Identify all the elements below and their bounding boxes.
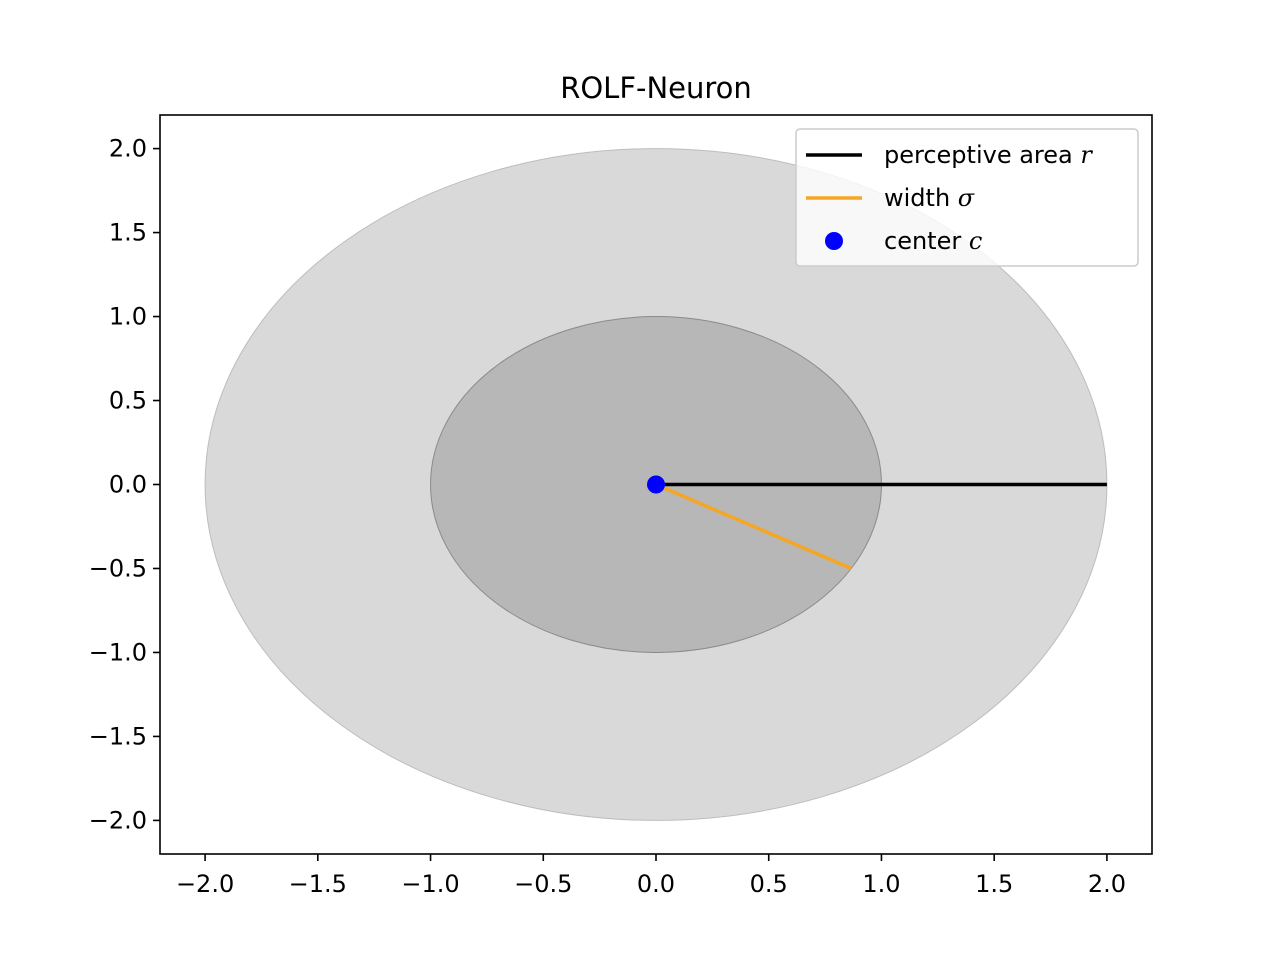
legend: perceptive area r width σ center c [795,128,1139,267]
chart-title: ROLF-Neuron [560,71,752,105]
legend-label-1: width σ [884,184,975,212]
y-tick-label: 0.5 [109,387,147,415]
plot-area [204,148,1108,821]
y-tick-label: −2.0 [89,806,147,834]
center-point [647,475,665,494]
legend-marker-2 [825,232,843,250]
x-axis: −2.0 −1.5 −1.0 −0.5 0.0 0.5 1.0 1.5 2.0 [176,854,1126,898]
legend-box [795,128,1139,267]
y-tick-label: −1.0 [89,638,147,666]
x-tick-label: −1.5 [289,870,347,898]
x-tick-label: 1.5 [975,870,1013,898]
y-tick-label: 1.0 [109,303,147,331]
series-line-1 [655,482,852,571]
y-tick-label: 1.5 [109,219,147,247]
y-tick-label: −1.5 [89,722,147,750]
y-tick-label: −0.5 [89,554,147,582]
x-tick-label: 0.5 [750,870,788,898]
y-tick-label: 2.0 [109,135,147,163]
x-tick-label: 2.0 [1088,870,1126,898]
y-tick-label: 0.0 [109,471,147,499]
x-tick-label: −0.5 [514,870,572,898]
legend-label-0: perceptive area r [884,141,1093,169]
y-axis: −2.0 −1.5 −1.0 −0.5 0.0 0.5 1.0 1.5 2.0 [89,135,160,834]
x-tick-label: 0.0 [637,870,675,898]
x-tick-label: 1.0 [862,870,900,898]
x-tick-label: −2.0 [176,870,234,898]
x-tick-label: −1.0 [401,870,459,898]
legend-label-2: center c [884,227,982,255]
